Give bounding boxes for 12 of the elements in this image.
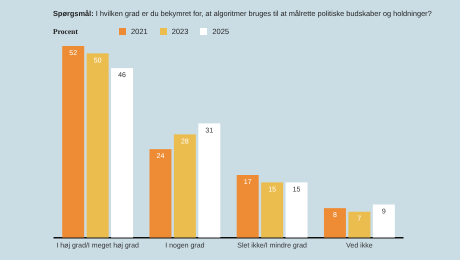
bar [236, 174, 259, 238]
bar [372, 204, 395, 238]
bar [62, 46, 84, 238]
bar [149, 149, 172, 238]
bar [111, 68, 134, 238]
bar [198, 123, 220, 238]
bar [261, 182, 284, 238]
bar [324, 208, 346, 238]
bar [86, 53, 109, 238]
bar [286, 182, 308, 238]
bar [348, 212, 370, 238]
bar [174, 134, 196, 238]
